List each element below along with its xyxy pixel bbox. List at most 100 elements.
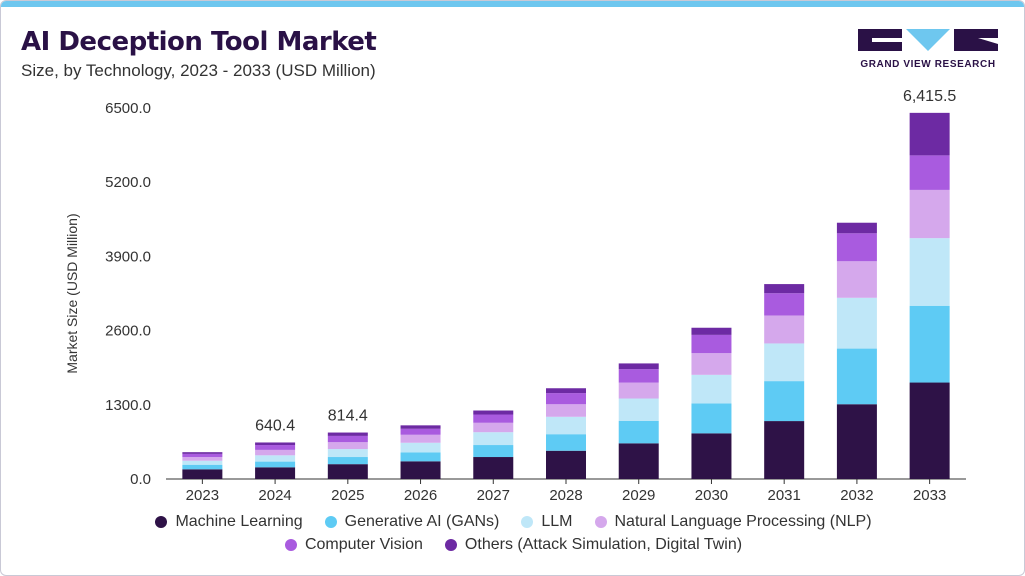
data-label-2025: 814.4 — [328, 408, 368, 425]
bar-segment-2026-3 — [400, 442, 441, 453]
bar-segment-2033-1 — [909, 382, 950, 479]
bar-segment-2029-2 — [618, 420, 659, 444]
x-tick-label: 2033 — [913, 487, 946, 504]
bar-segment-2027-1 — [473, 457, 514, 479]
bar-segment-2026-1 — [400, 461, 441, 479]
bar-segment-2029-1 — [618, 443, 659, 479]
bar-segment-2025-3 — [327, 449, 368, 458]
bar-segment-2030-6 — [691, 327, 732, 335]
bar-segment-2033-3 — [909, 238, 950, 306]
legend-label: Natural Language Processing (NLP) — [614, 513, 872, 530]
bar-segment-2026-2 — [400, 452, 441, 462]
y-tick-label: 6500.0 — [105, 100, 151, 117]
legend-item: Machine Learning — [155, 513, 303, 531]
bar-segment-2027-6 — [473, 410, 514, 415]
x-tick-label: 2031 — [767, 487, 800, 504]
bar-segment-2028-1 — [546, 450, 586, 479]
accent-top-bar — [1, 1, 1024, 7]
bar-segment-2027-4 — [473, 422, 514, 433]
bar-segment-2026-4 — [400, 434, 441, 443]
bar-segment-2032-5 — [836, 233, 877, 262]
legend-swatch-icon — [284, 539, 297, 551]
bar-segment-2023-5 — [182, 453, 223, 458]
bar-segment-2032-2 — [836, 348, 877, 405]
bar-segment-2030-4 — [691, 353, 732, 375]
bar-segment-2032-4 — [836, 261, 877, 298]
x-tick-label: 2026 — [404, 487, 437, 504]
x-tick-label: 2027 — [477, 487, 510, 504]
data-label-2033: 6,415.5 — [903, 88, 956, 105]
bar-segment-2024-1 — [255, 467, 296, 479]
bar-segment-2028-3 — [546, 416, 586, 435]
bar-segment-2033-5 — [909, 155, 950, 190]
bar-segment-2023-4 — [182, 457, 223, 461]
legend-item: Others (Attack Simulation, Digital Twin) — [444, 536, 743, 554]
stacked-bar-chart: Market Size (USD Million) 0.0 1300.0 2600.0… — [64, 88, 966, 504]
bar-segment-2029-3 — [618, 398, 659, 421]
bar-segment-2031-1 — [764, 421, 805, 479]
bar-segment-2027-2 — [473, 445, 514, 458]
bar-segment-2033-6 — [909, 112, 950, 156]
legend-label: Generative AI (GANs) — [344, 513, 500, 530]
bar-segment-2026-5 — [400, 428, 441, 435]
bar-segment-2030-5 — [691, 334, 732, 354]
bar-segment-2024-4 — [255, 449, 296, 456]
chart-subtitle: Size, by Technology, 2023 - 2033 (USD Mi… — [21, 61, 376, 80]
bar-segment-2023-6 — [182, 452, 223, 454]
brand-name: GRAND VIEW RESEARCH — [860, 59, 996, 70]
data-label-2024: 640.4 — [255, 417, 295, 434]
legend-item: Natural Language Processing (NLP) — [594, 513, 872, 531]
bar-segment-2031-3 — [764, 343, 805, 382]
y-tick-label: 5200.0 — [105, 174, 151, 191]
bar-segment-2023-2 — [182, 464, 223, 470]
bar-segment-2030-1 — [691, 433, 732, 479]
bar-segment-2027-3 — [473, 432, 514, 446]
legend-label: Others (Attack Simulation, Digital Twin) — [464, 536, 743, 553]
chart-legend: Machine Learning Generative AI (GANs) LLM N… — [1, 513, 1024, 559]
bar-segment-2023-3 — [182, 460, 223, 465]
y-tick-label: 0.0 — [130, 471, 151, 488]
bar-segment-2024-6 — [255, 442, 296, 446]
legend-item: Computer Vision — [284, 536, 423, 554]
legend-item: Generative AI (GANs) — [324, 513, 500, 531]
bar-segment-2032-3 — [836, 297, 877, 349]
bar-segment-2025-1 — [327, 464, 368, 479]
legend-swatch-icon — [521, 516, 534, 528]
legend-swatch-icon — [444, 539, 457, 551]
legend-swatch-icon — [155, 516, 168, 528]
y-tick-label: 3900.0 — [105, 248, 151, 265]
bar-segment-2031-2 — [764, 381, 805, 422]
bar-segment-2032-6 — [836, 222, 877, 234]
y-tick-label: 2600.0 — [105, 323, 151, 340]
bar-segment-2024-3 — [255, 455, 296, 462]
bar-segment-2029-4 — [618, 382, 659, 399]
bar-segment-2031-4 — [764, 315, 805, 344]
bar-segment-2027-5 — [473, 414, 514, 423]
bar-segment-2033-4 — [909, 189, 950, 239]
bar-segment-2028-2 — [546, 434, 586, 451]
bar-segment-2030-2 — [691, 403, 732, 434]
legend-label: Machine Learning — [175, 513, 303, 530]
legend-item: LLM — [521, 513, 573, 531]
y-axis-title: Market Size (USD Million) — [64, 213, 80, 373]
bar-segment-2029-6 — [618, 363, 659, 370]
bar-segment-2025-2 — [327, 457, 368, 465]
legend-row: Computer Vision Others (Attack Simulation… — [1, 536, 1024, 554]
chart-title: AI Deception Tool Market — [21, 27, 377, 57]
bar-segment-2028-6 — [546, 388, 586, 394]
x-tick-label: 2030 — [695, 487, 728, 504]
bar-segment-2028-4 — [546, 404, 586, 417]
x-tick-label: 2032 — [840, 487, 873, 504]
bar-segment-2029-5 — [618, 369, 659, 383]
x-tick-label: 2023 — [186, 487, 219, 504]
bar-segment-2031-6 — [764, 284, 805, 294]
bar-segment-2026-6 — [400, 425, 441, 429]
bar-segment-2024-2 — [255, 461, 296, 468]
bar-segment-2023-1 — [182, 469, 223, 479]
x-tick-label: 2029 — [622, 487, 655, 504]
legend-swatch-icon — [324, 516, 337, 528]
bar-segment-2024-5 — [255, 445, 296, 450]
grand-view-research-logo-icon — [858, 29, 998, 51]
bar-segment-2028-5 — [546, 393, 586, 405]
